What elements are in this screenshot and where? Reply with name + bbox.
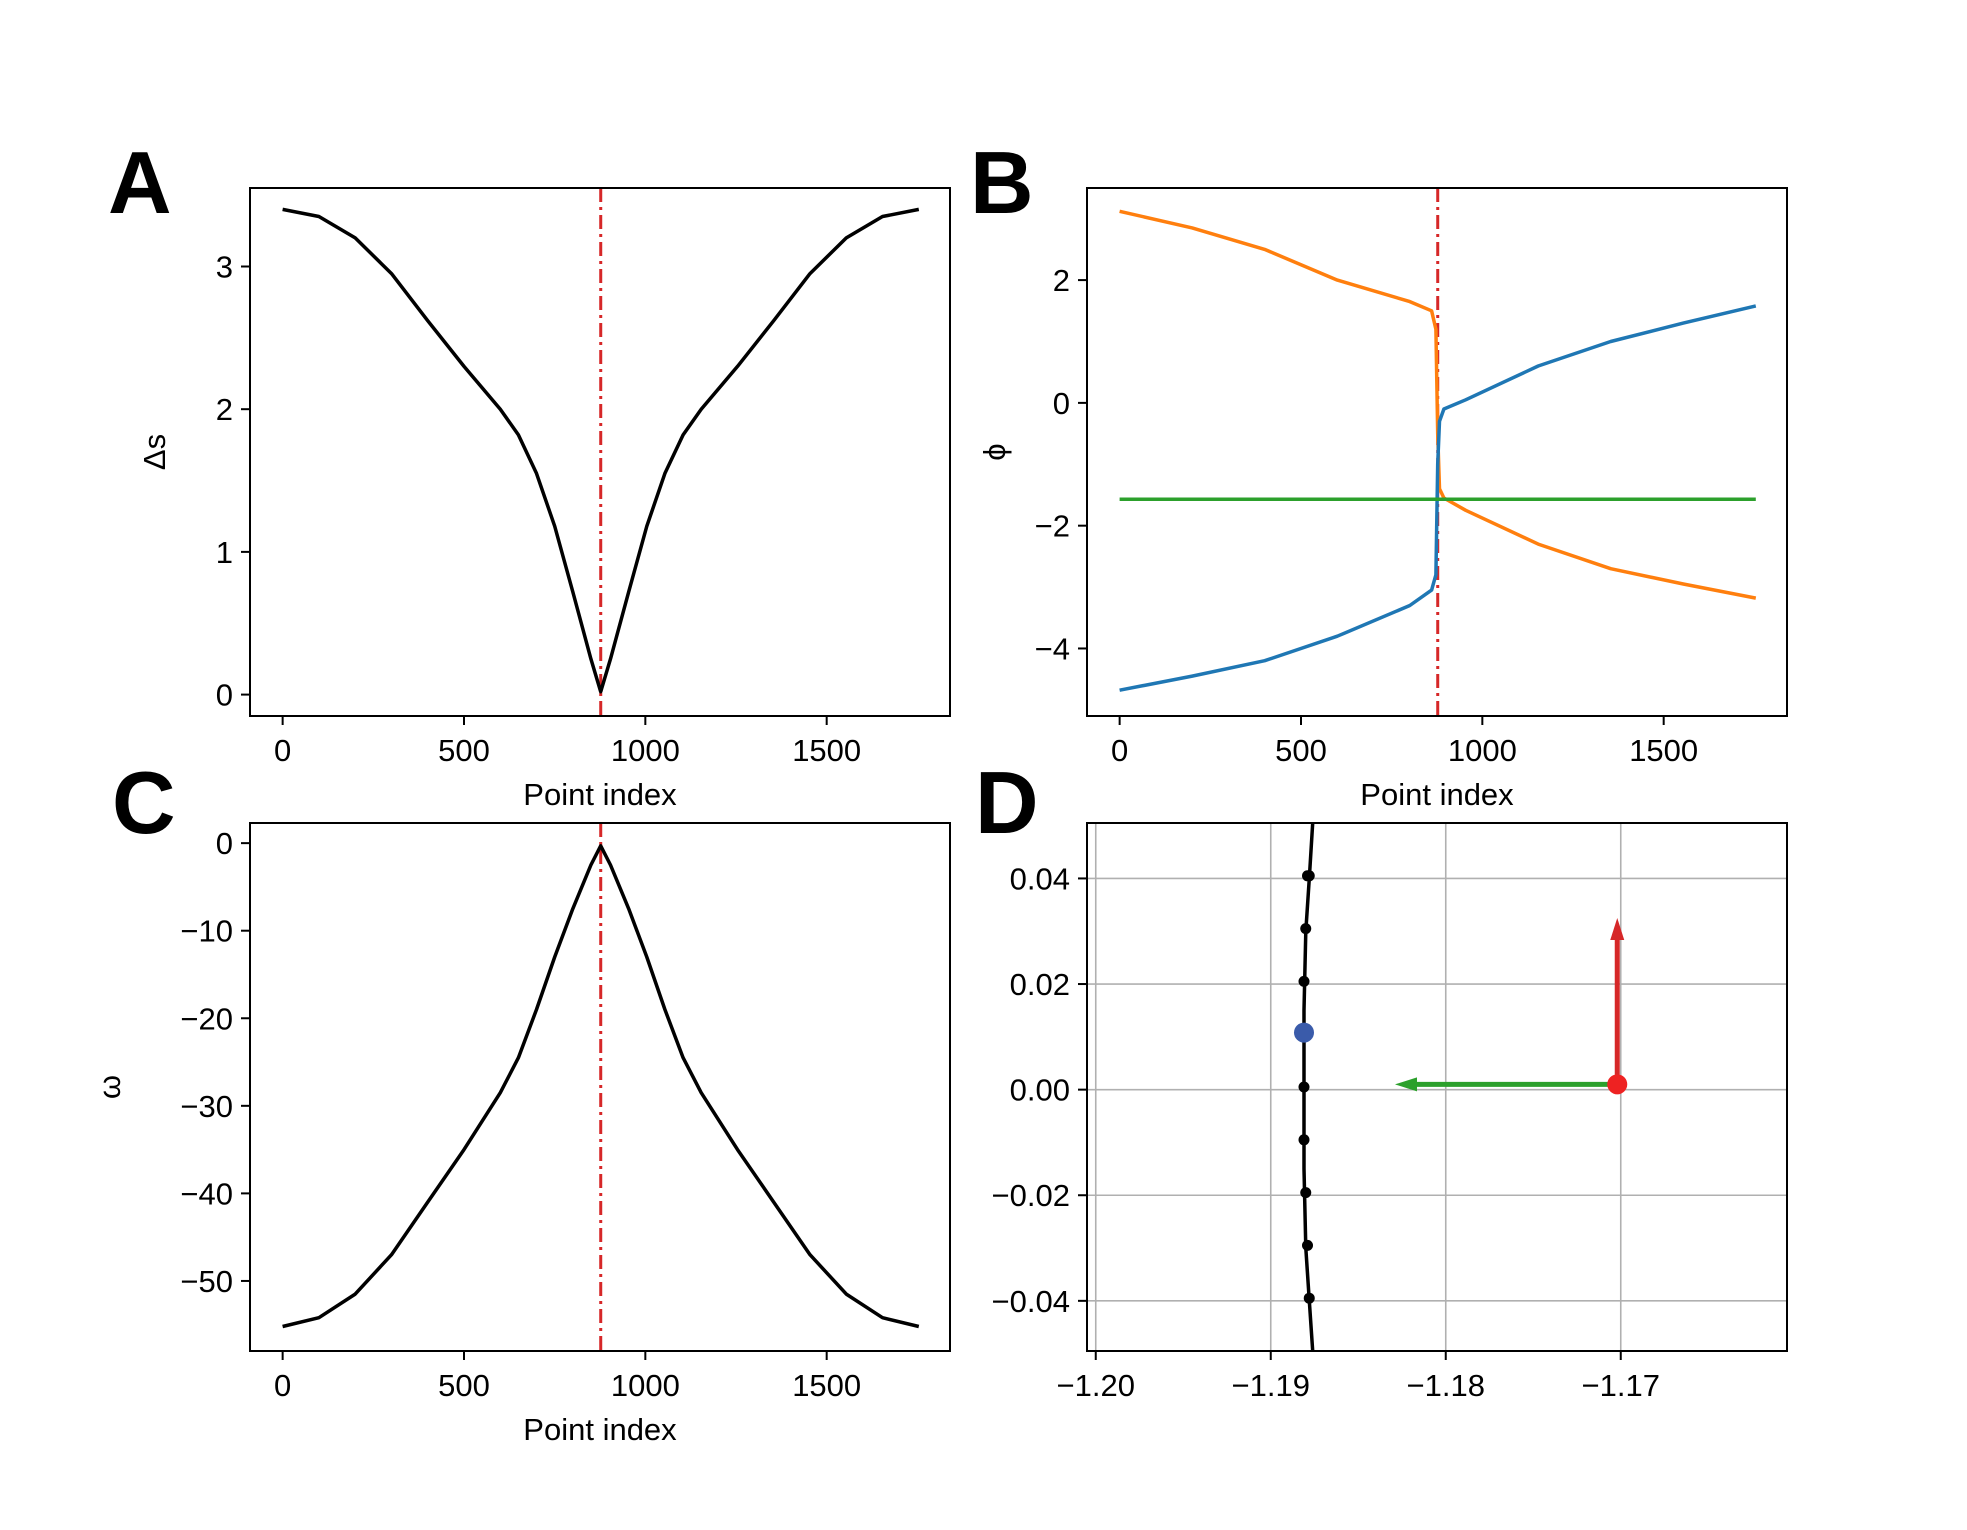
- panel-b-ytick-label-1: −2: [1035, 509, 1070, 544]
- panel-b-ytick-label-0: −4: [1035, 631, 1070, 666]
- panel-c-ytick-label-2: −20: [180, 1001, 233, 1036]
- panel-c-ytick-label-0: 0: [216, 826, 233, 861]
- panel-a-plot-area: [282, 188, 920, 716]
- panel-b-ytick-label-3: 2: [1053, 263, 1070, 298]
- panel-d-ytick-label-2: 0.00: [1010, 1073, 1070, 1108]
- panel-a-ytick-label-3: 3: [216, 249, 233, 284]
- panel-d-red-point: [1607, 1074, 1628, 1095]
- panel-c-xtick-label-0: 0: [274, 1368, 291, 1403]
- panel-c-xlabel: Point index: [523, 1412, 677, 1447]
- panel-d-point-6: [1298, 975, 1310, 987]
- panel-a-xlabel: Point index: [523, 777, 677, 812]
- panel-b-ylabel: ϕ: [977, 443, 1012, 460]
- panel-b-series-blue: [1119, 304, 1757, 692]
- panel-b-frame: [1086, 187, 1788, 717]
- panel-d-point-7: [1300, 923, 1312, 935]
- panel-d-ytick-label-0: −0.04: [992, 1284, 1070, 1319]
- panel-a-ytick-label-1: 1: [216, 535, 233, 570]
- panel-d-plot-area: [1294, 823, 1628, 1351]
- panel-b: 0 500 1000 1500 −4 −2 0 2 Point index ϕ: [977, 187, 1788, 812]
- panel-letter-a: A: [108, 133, 172, 232]
- panel-d-point-2: [1300, 1187, 1312, 1199]
- panel-c-ylabel: ω: [92, 1075, 127, 1099]
- panel-d-xtick-label-1: −1.19: [1232, 1368, 1310, 1403]
- panel-d-ytick-label-3: 0.02: [1010, 967, 1070, 1002]
- panel-c-frame: [249, 822, 951, 1352]
- panel-a-ytick-label-2: 2: [216, 392, 233, 427]
- panel-a-frame: [249, 187, 951, 717]
- panel-a-series-s: [282, 207, 920, 694]
- panel-a-ylabel: Δs: [137, 434, 172, 470]
- panel-c-ytick-label-4: −40: [180, 1176, 233, 1211]
- panel-c-plot-area: [282, 823, 920, 1351]
- panel-b-xtick-label-0: 0: [1111, 733, 1128, 768]
- panel-b-xtick-label-2: 1000: [1448, 733, 1517, 768]
- panel-b-ytick-label-2: 0: [1053, 386, 1070, 421]
- panel-d-xtick-label-2: −1.18: [1407, 1368, 1485, 1403]
- panel-d-ytick-label-1: −0.02: [992, 1178, 1070, 1213]
- panel-a-xtick-label-3: 1500: [792, 733, 861, 768]
- panel-d-frame: [1086, 822, 1788, 1352]
- panel-b-xtick-label-1: 500: [1275, 733, 1327, 768]
- green-arrow-head: [1395, 1077, 1417, 1092]
- panel-a-xtick-label-1: 500: [438, 733, 490, 768]
- panel-d-point-9: [1303, 870, 1315, 882]
- panel-c-ytick-label-5: −50: [180, 1264, 233, 1299]
- panel-c: 0 500 1000 1500 0 −10 −20 −30 −40 −50 Point index ω: [92, 822, 951, 1447]
- panel-letter-c: C: [112, 753, 176, 852]
- panel-d-xtick-label-3: −1.17: [1582, 1368, 1660, 1403]
- panel-a: 0 500 1000 1500 0 1 2 3 Point index Δs: [137, 187, 951, 812]
- panel-c-xtick-label-1: 500: [438, 1368, 490, 1403]
- panel-c-xtick-label-3: 1500: [792, 1368, 861, 1403]
- panel-d: −1.20 −1.19 −1.18 −1.17 −0.04 −0.02 0.00 0.02 0.…: [992, 822, 1788, 1403]
- panel-b-plot-area: [1119, 188, 1757, 716]
- panels: 0 500 1000 1500 0 1 2 3 Point index Δs 0 500 1000 150…: [92, 187, 1788, 1447]
- panel-d-ytick-label-4: 0.04: [1010, 861, 1070, 896]
- panel-a-xtick-label-0: 0: [274, 733, 291, 768]
- panel-b-xlabel: Point index: [1360, 777, 1514, 812]
- panel-a-ytick-label-0: 0: [216, 678, 233, 713]
- panel-c-ytick-label-3: −30: [180, 1089, 233, 1124]
- panel-c-xtick-label-2: 1000: [611, 1368, 680, 1403]
- panel-d-point-0: [1303, 1292, 1315, 1304]
- panel-letter-d: D: [975, 753, 1039, 852]
- panel-d-blue-point: [1294, 1022, 1314, 1043]
- panel-d-point-1: [1302, 1239, 1313, 1251]
- panel-c-ytick-label-1: −10: [180, 914, 233, 949]
- panel-c-series-: [282, 844, 920, 1329]
- panel-a-xtick-label-2: 1000: [611, 733, 680, 768]
- panel-d-xtick-label-0: −1.20: [1057, 1368, 1135, 1403]
- panel-d-point-3: [1298, 1134, 1310, 1146]
- panel-letter-b: B: [970, 133, 1034, 232]
- panel-d-point-4: [1298, 1081, 1310, 1093]
- panel-b-xtick-label-3: 1500: [1629, 733, 1698, 768]
- red-arrow-head: [1610, 918, 1625, 941]
